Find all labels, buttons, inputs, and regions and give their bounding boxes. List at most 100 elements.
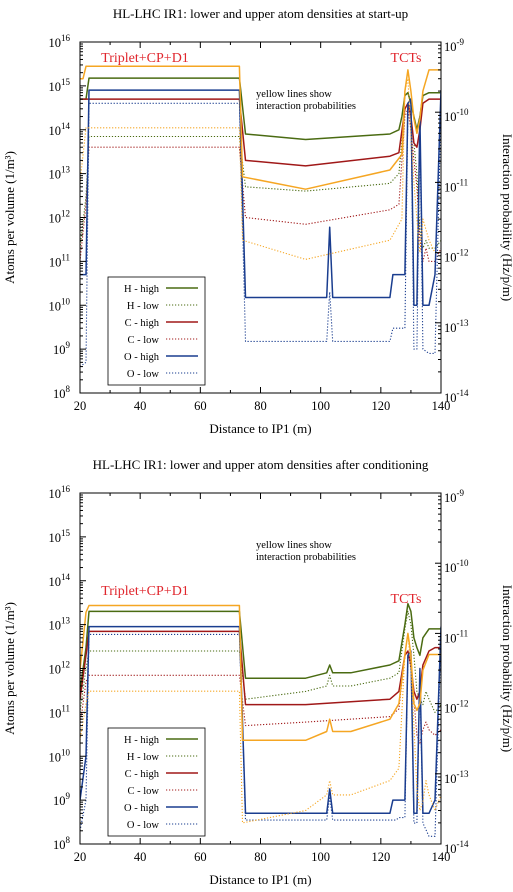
legend-label: C - high — [125, 318, 160, 329]
y2-tick-exponent: -14 — [457, 388, 469, 398]
y-tick-label: 1012 — [49, 660, 71, 677]
series-line-interaction-probability-dot — [80, 632, 441, 824]
y-tick-base: 10 — [49, 255, 62, 269]
legend-label: O - high — [124, 803, 160, 814]
legend-box — [107, 727, 206, 837]
y2-tick-base: 10 — [444, 40, 457, 54]
y-tick-label: 1013 — [49, 165, 71, 182]
y-tick-exponent: 14 — [61, 572, 71, 582]
legend-box — [107, 276, 206, 386]
y-tick-label: 1013 — [49, 616, 71, 633]
y2-tick-label: 10-13 — [444, 318, 469, 335]
y2-axis-label: Interaction probability (Hz/p/m) — [500, 134, 513, 302]
x-axis-label: Distance to IP1 (m) — [209, 872, 311, 887]
y2-tick-base: 10 — [444, 110, 457, 124]
y-tick-base: 10 — [49, 706, 62, 720]
legend-label: H - high — [124, 735, 160, 746]
y2-tick-label: 10-9 — [444, 37, 464, 54]
y-tick-base: 10 — [49, 531, 62, 545]
y-tick-exponent: 11 — [61, 703, 70, 713]
series-line-o-high — [80, 89, 441, 307]
y-tick-label: 1011 — [49, 703, 70, 720]
y-tick-base: 10 — [53, 794, 66, 808]
y-tick-label: 1012 — [49, 209, 71, 226]
y-tick-label: 1016 — [49, 484, 71, 501]
x-tick-label: 40 — [134, 399, 147, 413]
y-tick-exponent: 11 — [61, 252, 70, 262]
series-group — [80, 65, 441, 368]
x-tick-label: 120 — [371, 850, 390, 864]
y-tick-label: 1014 — [49, 572, 71, 589]
y-tick-base: 10 — [53, 343, 66, 357]
y-tick-exponent: 16 — [61, 33, 71, 43]
y-tick-label: 109 — [53, 340, 71, 357]
series-line-c-low — [80, 108, 441, 262]
region-label-left: Triplet+CP+D1 — [101, 51, 189, 66]
y2-tick-base: 10 — [444, 561, 457, 575]
series-line-h-high — [80, 602, 441, 692]
y-tick-base: 10 — [49, 750, 62, 764]
legend-label: O - high — [124, 352, 160, 363]
y2-tick-base: 10 — [444, 180, 457, 194]
y-tick-label: 1010 — [49, 296, 71, 313]
chart-title: HL-LHC IR1: lower and upper atom densiti… — [113, 6, 408, 21]
x-tick-label: 80 — [254, 399, 267, 413]
y-tick-exponent: 16 — [61, 484, 71, 494]
note-line-1: yellow lines show — [256, 540, 332, 551]
series-line-c-high — [80, 98, 441, 167]
region-label-right: TCTs — [391, 592, 422, 607]
x-tick-label: 20 — [74, 850, 87, 864]
y-tick-label: 109 — [53, 791, 71, 808]
note-line-2: interaction probabilities — [256, 101, 356, 112]
legend-label: C - low — [128, 335, 160, 346]
x-tick-label: 60 — [194, 399, 207, 413]
y-tick-label: 1011 — [49, 252, 70, 269]
x-axis: 20 40 60 80 100 120 140 — [74, 493, 450, 864]
y-tick-exponent: 13 — [61, 165, 71, 175]
series-line-interaction-probability-dot — [80, 78, 441, 260]
y2-tick-label: 10-14 — [444, 388, 469, 405]
series-line-o-low — [80, 633, 441, 837]
region-label-left: Triplet+CP+D1 — [101, 584, 189, 599]
y-tick-exponent: 9 — [66, 340, 71, 350]
x-tick-label: 120 — [371, 399, 390, 413]
y-tick-base: 10 — [53, 838, 66, 852]
series-line-o-low — [80, 102, 441, 368]
y-tick-exponent: 12 — [61, 660, 70, 670]
y2-tick-base: 10 — [444, 251, 457, 265]
legend-label: O - low — [127, 820, 159, 831]
y-tick-exponent: 10 — [61, 296, 71, 306]
y2-tick-exponent: -11 — [457, 628, 469, 638]
y-tick-base: 10 — [49, 124, 62, 138]
series-group — [80, 602, 441, 837]
y2-tick-exponent: -13 — [457, 318, 469, 328]
y2-tick-base: 10 — [444, 772, 457, 786]
y-tick-exponent: 9 — [66, 791, 71, 801]
series-line-interaction-probability-solid — [80, 65, 441, 190]
y-tick-label: 108 — [53, 835, 71, 852]
region-label-right: TCTs — [391, 51, 422, 66]
series-line-h-low — [80, 102, 441, 249]
y-tick-base: 10 — [49, 80, 62, 94]
y-axis-label: Atoms per volume (1/m³) — [2, 151, 17, 284]
x-tick-label: 100 — [311, 850, 330, 864]
x-tick-label: 140 — [432, 399, 451, 413]
y2-tick-base: 10 — [444, 491, 457, 505]
y-tick-base: 10 — [49, 619, 62, 633]
y-tick-exponent: 8 — [66, 835, 71, 845]
chart-panel-2: HL-LHC IR1: lower and upper atom densiti… — [2, 457, 513, 887]
x-tick-label: 80 — [254, 850, 267, 864]
series-line-c-low — [80, 650, 441, 744]
x-axis: 20 40 60 80 100 120 140 — [74, 42, 451, 413]
legend-label: H - high — [124, 284, 160, 295]
y-tick-base: 10 — [53, 387, 66, 401]
y2-tick-label: 10-11 — [444, 628, 468, 645]
series-line-c-high — [80, 630, 441, 706]
y-tick-base: 10 — [49, 487, 62, 501]
y-tick-label: 108 — [53, 384, 71, 401]
y-tick-label: 1010 — [49, 747, 71, 764]
